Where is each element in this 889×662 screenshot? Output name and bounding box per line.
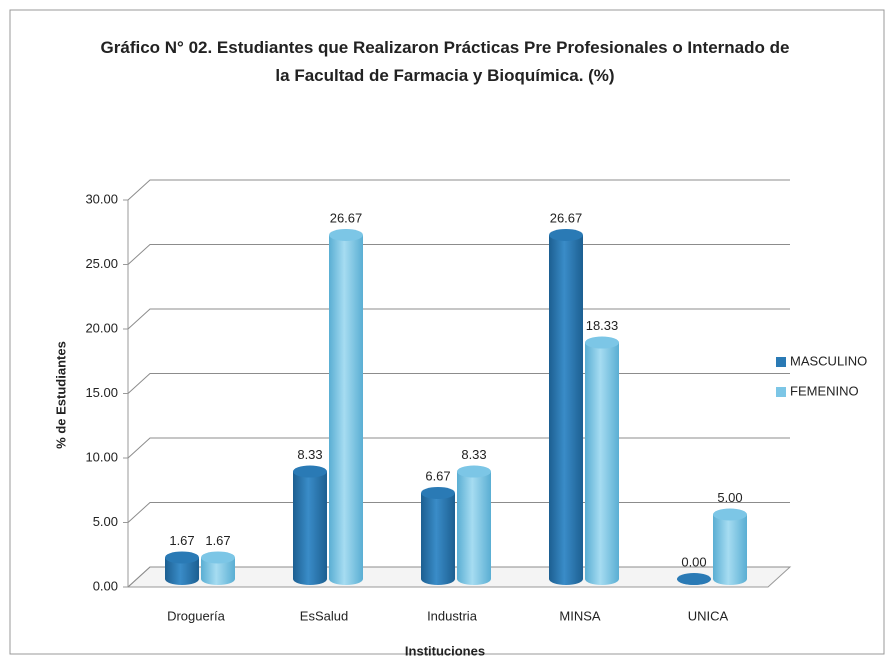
data-label: 1.67 [205,533,230,548]
bar-top [713,508,747,521]
legend-label: FEMENINO [790,383,859,398]
data-label: 8.33 [461,447,486,462]
data-label: 26.67 [330,210,363,225]
bar-top [421,486,455,499]
data-label: 8.33 [297,447,322,462]
bar-top [165,551,199,564]
data-label: 0.00 [681,554,706,569]
bar [713,514,747,585]
y-tick-label: 25.00 [85,256,118,271]
legend-swatch [776,357,786,367]
x-tick-label: EsSalud [300,608,348,623]
x-tick-label: MINSA [559,608,601,623]
bar-top [201,551,235,564]
data-label: 18.33 [586,318,619,333]
x-tick-label: Droguería [167,608,226,623]
y-axis-label: % de Estudiantes [53,341,68,449]
bar [201,557,235,585]
grid-line [127,179,790,201]
y-tick-label: 5.00 [93,514,118,529]
bar-top [549,228,583,241]
y-tick-label: 30.00 [85,191,118,206]
bar [421,492,455,585]
bar [585,342,619,585]
data-label: 5.00 [717,490,742,505]
data-label: 1.67 [169,533,194,548]
bar [293,471,327,585]
bar [165,557,199,585]
x-tick-label: UNICA [688,608,729,623]
y-tick-label: 10.00 [85,449,118,464]
bar [549,234,583,585]
bar [457,471,491,585]
x-tick-label: Industria [427,608,478,623]
bar-top [677,573,711,585]
bar [329,234,363,585]
bar-top [585,336,619,349]
y-tick-label: 15.00 [85,385,118,400]
data-label: 26.67 [550,210,583,225]
y-tick-label: 20.00 [85,320,118,335]
legend-swatch [776,387,786,397]
bar-top [329,228,363,241]
x-axis-label: Instituciones [405,643,485,658]
legend-label: MASCULINO [790,353,867,368]
chart-title: Gráfico N° 02. Estudiantes que Realizaro… [100,38,790,85]
bar-top [293,465,327,478]
bar-top [457,465,491,478]
y-tick-label: 0.00 [93,578,118,593]
data-label: 6.67 [425,468,450,483]
